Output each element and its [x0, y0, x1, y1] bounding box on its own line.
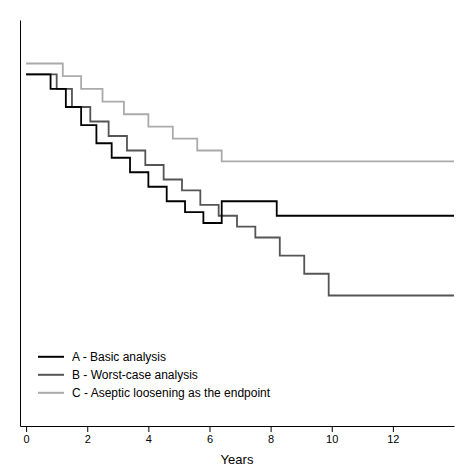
x-tick: 12 [387, 426, 399, 445]
x-tick-mark [271, 426, 272, 432]
x-tick: 2 [85, 426, 91, 445]
x-tick-mark [332, 426, 333, 432]
x-tick-mark [209, 426, 210, 432]
legend: A - Basic analysis B - Worst-case analysi… [38, 350, 271, 400]
y-axis [20, 21, 21, 427]
x-tick: 6 [207, 426, 213, 445]
legend-label: B - Worst-case analysis [72, 368, 198, 382]
plot: 0 2 4 6 8 10 12 Years A - Basic analysis B - Wors… [21, 21, 455, 468]
series-line [26, 74, 454, 223]
x-tick-label: 6 [207, 433, 213, 445]
x-axis: 0 2 4 6 8 10 12 [21, 426, 455, 445]
x-tick: 4 [146, 426, 152, 445]
x-tick-mark [87, 426, 88, 432]
x-tick-label: 10 [326, 433, 338, 445]
x-tick-label: 4 [146, 433, 152, 445]
y-axis-line [20, 21, 21, 427]
x-tick-mark [26, 426, 27, 432]
x-tick: 8 [268, 426, 274, 445]
x-tick-label: 2 [85, 433, 91, 445]
x-axis-title: Years [221, 452, 254, 467]
lines [26, 64, 454, 296]
x-tick-label: 12 [387, 433, 399, 445]
x-tick-label: 0 [24, 433, 30, 445]
legend-label: C - Aseptic loosening as the endpoint [72, 386, 271, 400]
legend-swatch [38, 392, 64, 394]
x-tick: 0 [24, 426, 30, 445]
x-tick-mark [148, 426, 149, 432]
legend-swatch [38, 374, 64, 376]
legend-item: B - Worst-case analysis [38, 368, 198, 382]
legend-swatch [38, 356, 64, 358]
legend-item: A - Basic analysis [38, 350, 166, 364]
x-tick: 10 [326, 426, 338, 445]
legend-item: C - Aseptic loosening as the endpoint [38, 386, 271, 400]
x-tick-mark [393, 426, 394, 432]
x-tick-label: 8 [268, 433, 274, 445]
series-line [26, 74, 454, 295]
legend-label: A - Basic analysis [72, 350, 166, 364]
chart: 0 2 4 6 8 10 12 Years A - Basic analysis B - Wors… [0, 0, 474, 474]
x-axis-line [21, 426, 455, 427]
